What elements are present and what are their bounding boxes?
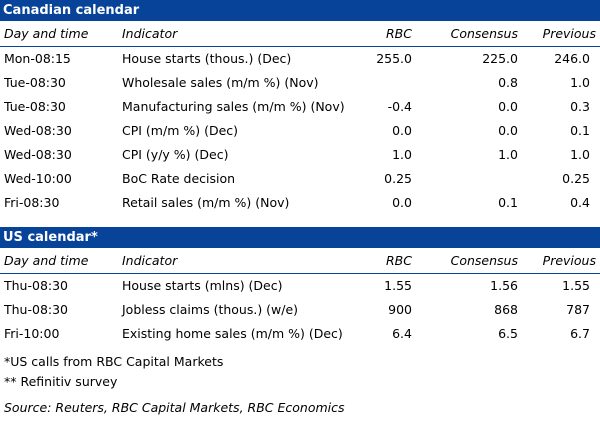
col-rbc-header: RBC: [386, 253, 412, 268]
consensus-cell: 1.0: [498, 147, 518, 162]
day-cell: Thu-08:30: [4, 302, 69, 317]
canadian-rows: Mon-08:15 House starts (thous.) (Dec) 255.…: [0, 47, 600, 215]
previous-cell: 1.0: [570, 147, 590, 162]
col-previous-header: Previous: [542, 26, 596, 41]
rbc-cell: 0.25: [384, 171, 412, 186]
indicator-cell: House starts (mlns) (Dec): [122, 278, 283, 293]
table-row: Thu-08:30 House starts (mlns) (Dec) 1.55 1.…: [0, 274, 600, 298]
canadian-calendar-title: Canadian calendar: [0, 0, 600, 21]
col-day-header: Day and time: [4, 26, 89, 41]
table-row: Mon-08:15 House starts (thous.) (Dec) 255.…: [0, 47, 600, 71]
table-row: Wed-08:30 CPI (m/m %) (Dec) 0.0 0.0 0.1: [0, 119, 600, 143]
rbc-cell: 1.55: [384, 278, 412, 293]
indicator-cell: Existing home sales (m/m %) (Dec): [122, 326, 343, 341]
col-previous-header: Previous: [542, 253, 596, 268]
consensus-cell: 0.1: [498, 195, 518, 210]
consensus-cell: 0.0: [498, 99, 518, 114]
footnotes: *US calls from RBC Capital Markets ** Re…: [0, 352, 600, 392]
us-calendar-section: US calendar* Day and time Indicator RBC …: [0, 227, 600, 346]
day-cell: Fri-10:00: [4, 326, 60, 341]
us-rows: Thu-08:30 House starts (mlns) (Dec) 1.55 1.…: [0, 274, 600, 346]
consensus-cell: 6.5: [498, 326, 518, 341]
previous-cell: 787: [566, 302, 590, 317]
rbc-cell: 0.0: [392, 195, 412, 210]
indicator-cell: CPI (y/y %) (Dec): [122, 147, 229, 162]
indicator-cell: House starts (thous.) (Dec): [122, 51, 292, 66]
table-row: Tue-08:30 Wholesale sales (m/m %) (Nov) 0.…: [0, 71, 600, 95]
day-cell: Wed-08:30: [4, 147, 72, 162]
consensus-cell: 1.56: [490, 278, 518, 293]
us-header-row: Day and time Indicator RBC Consensus Pre…: [0, 248, 600, 274]
indicator-cell: Jobless claims (thous.) (w/e): [122, 302, 299, 317]
rbc-cell: 900: [388, 302, 412, 317]
previous-cell: 0.25: [562, 171, 590, 186]
source-note: Source: Reuters, RBC Capital Markets, RB…: [4, 400, 345, 415]
us-calendar-title: US calendar*: [0, 227, 600, 248]
rbc-cell: -0.4: [387, 99, 412, 114]
canadian-calendar-section: Canadian calendar Day and time Indicator…: [0, 0, 600, 215]
rbc-cell: 0.0: [392, 123, 412, 138]
rbc-cell: 1.0: [392, 147, 412, 162]
indicator-cell: CPI (m/m %) (Dec): [122, 123, 239, 138]
table-row: Tue-08:30 Manufacturing sales (m/m %) (No…: [0, 95, 600, 119]
previous-cell: 0.4: [570, 195, 590, 210]
consensus-cell: 225.0: [482, 51, 518, 66]
table-row: Fri-08:30 Retail sales (m/m %) (Nov) 0.0 0.…: [0, 191, 600, 215]
day-cell: Tue-08:30: [4, 99, 66, 114]
previous-cell: 6.7: [570, 326, 590, 341]
previous-cell: 0.3: [570, 99, 590, 114]
col-consensus-header: Consensus: [450, 253, 518, 268]
indicator-cell: Retail sales (m/m %) (Nov): [122, 195, 290, 210]
refinitiv-note: ** Refinitiv survey: [4, 374, 118, 389]
canadian-header-row: Day and time Indicator RBC Consensus Pre…: [0, 21, 600, 47]
day-cell: Wed-10:00: [4, 171, 72, 186]
col-indicator-header: Indicator: [122, 253, 178, 268]
col-day-header: Day and time: [4, 253, 89, 268]
rbc-cell: 255.0: [376, 51, 412, 66]
col-consensus-header: Consensus: [450, 26, 518, 41]
indicator-cell: BoC Rate decision: [122, 171, 236, 186]
previous-cell: 1.55: [562, 278, 590, 293]
table-row: Wed-08:30 CPI (y/y %) (Dec) 1.0 1.0 1.0: [0, 143, 600, 167]
previous-cell: 246.0: [554, 51, 590, 66]
consensus-cell: 0.0: [498, 123, 518, 138]
us-calls-note: *US calls from RBC Capital Markets: [4, 354, 224, 369]
day-cell: Fri-08:30: [4, 195, 60, 210]
table-row: Wed-10:00 BoC Rate decision 0.25 0.25: [0, 167, 600, 191]
table-row: Thu-08:30 Jobless claims (thous.) (w/e) 90…: [0, 298, 600, 322]
day-cell: Wed-08:30: [4, 123, 72, 138]
consensus-cell: 868: [494, 302, 518, 317]
indicator-cell: Wholesale sales (m/m %) (Nov): [122, 75, 319, 90]
day-cell: Tue-08:30: [4, 75, 66, 90]
col-rbc-header: RBC: [386, 26, 412, 41]
previous-cell: 1.0: [570, 75, 590, 90]
consensus-cell: 0.8: [498, 75, 518, 90]
rbc-cell: 6.4: [392, 326, 412, 341]
day-cell: Mon-08:15: [4, 51, 71, 66]
col-indicator-header: Indicator: [122, 26, 178, 41]
day-cell: Thu-08:30: [4, 278, 69, 293]
table-row: Fri-10:00 Existing home sales (m/m %) (De…: [0, 322, 600, 346]
indicator-cell: Manufacturing sales (m/m %) (Nov): [122, 99, 345, 114]
previous-cell: 0.1: [570, 123, 590, 138]
